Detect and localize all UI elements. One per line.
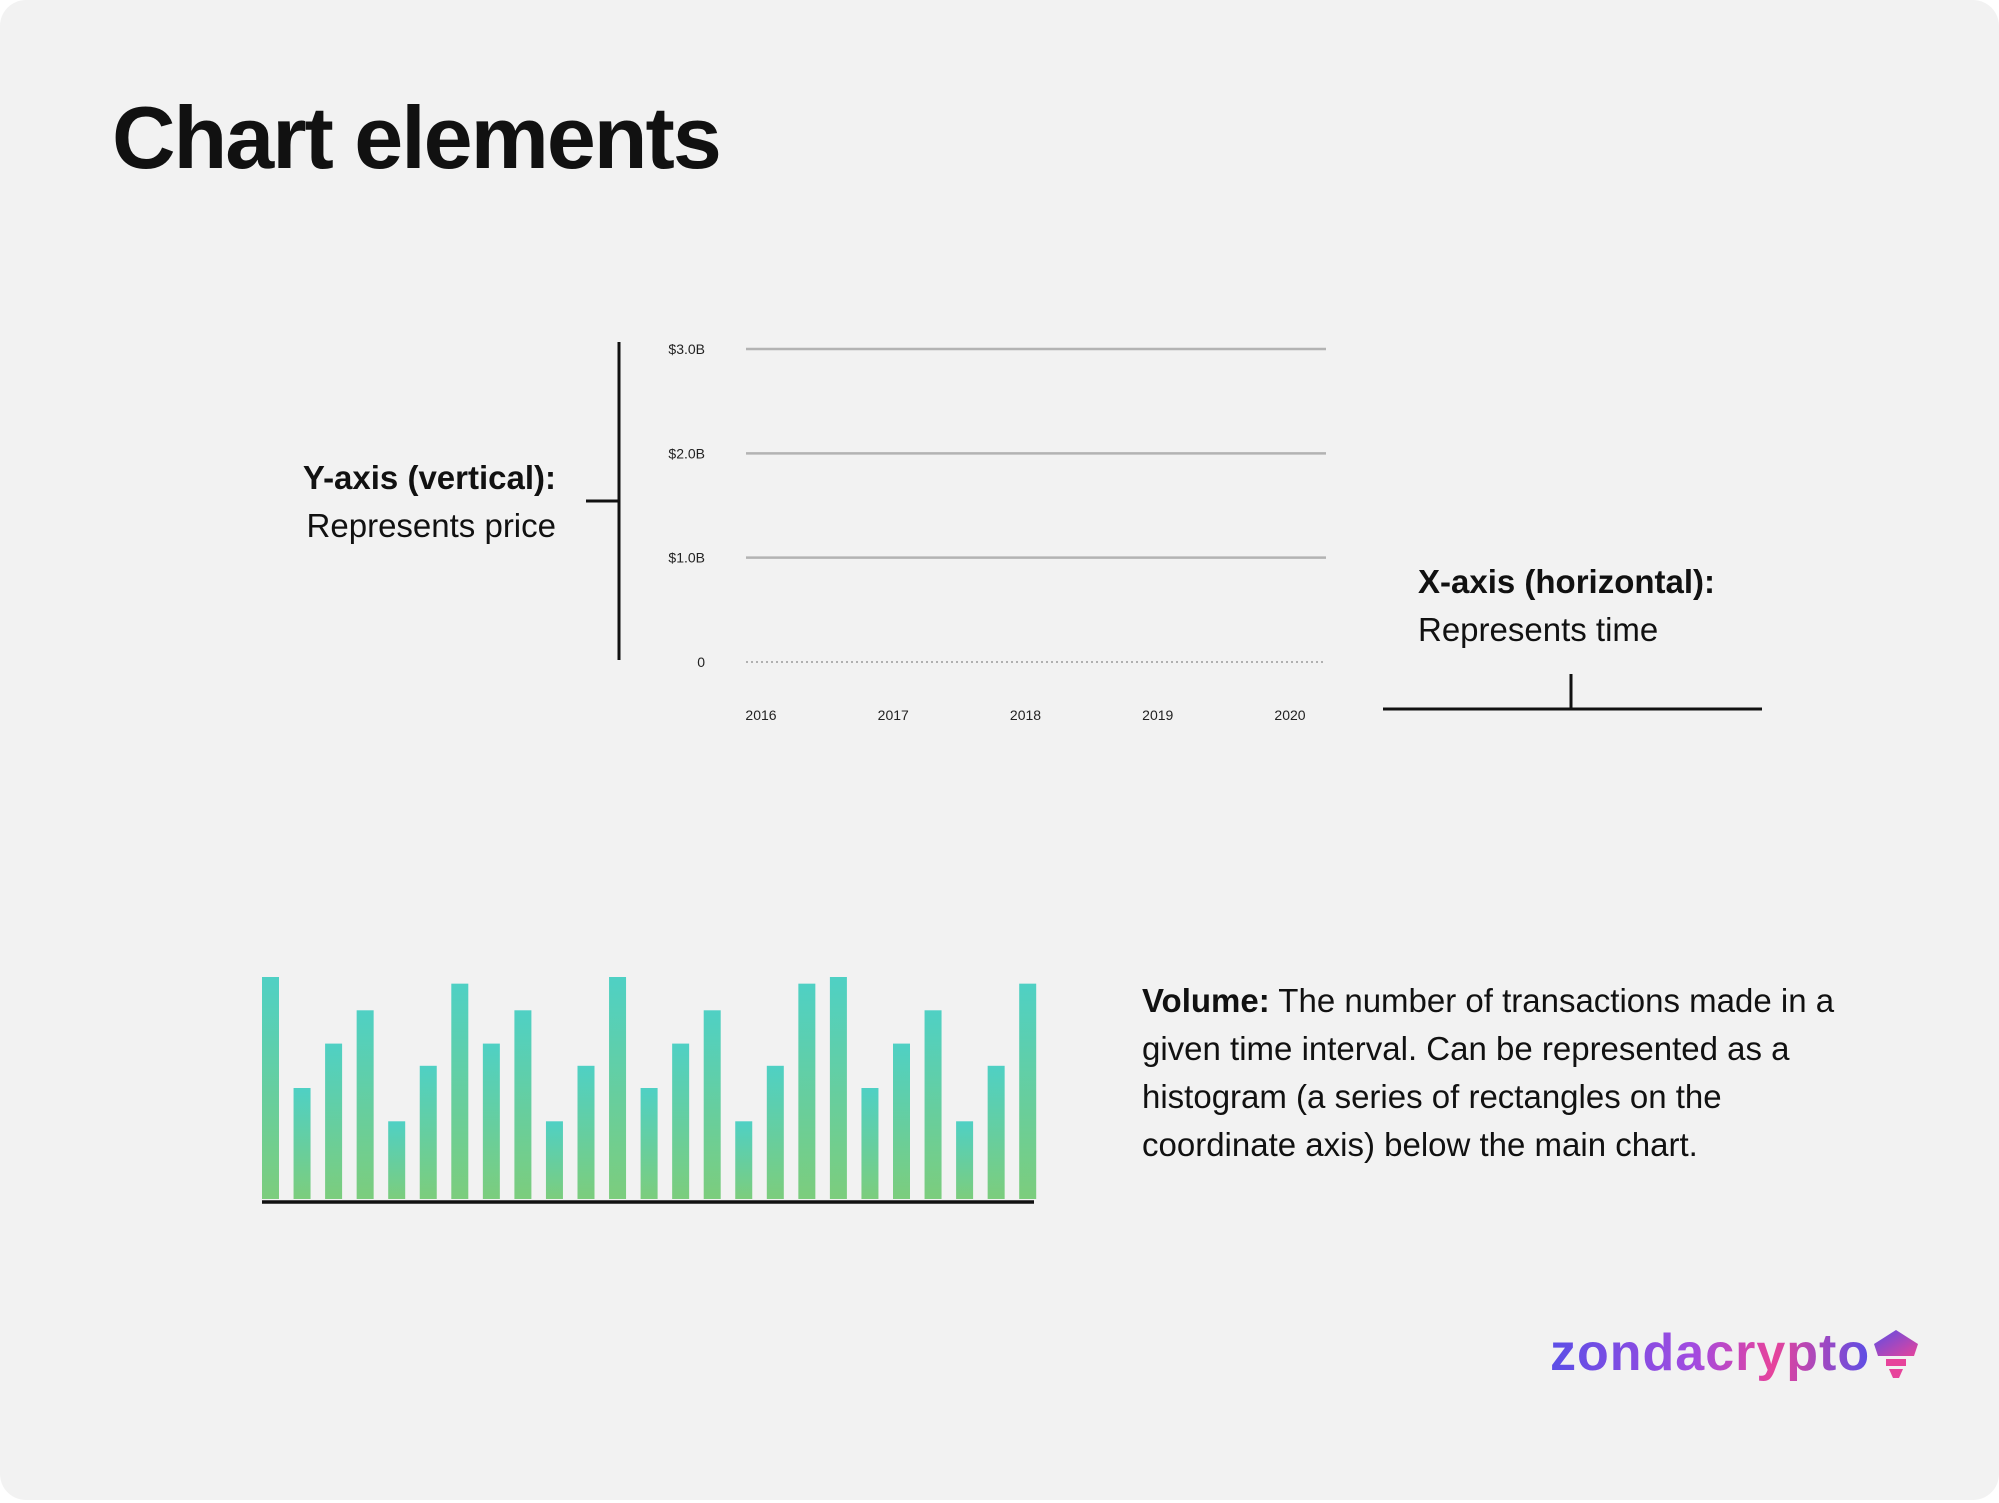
volume-bar	[798, 983, 816, 1199]
volume-bar	[262, 977, 279, 1199]
brand-logo-text: zondacrypto	[1550, 1324, 1871, 1382]
volume-bar	[577, 1065, 595, 1199]
y-tick-label: $3.0B	[668, 341, 705, 357]
volume-annotation: Volume: The number of transactions made …	[1142, 977, 1862, 1169]
volume-bar	[609, 977, 627, 1199]
volume-bar	[987, 1065, 1005, 1199]
volume-bars	[262, 977, 1037, 1199]
x-tick-labels: 2016 2017 2018 2019 2020	[745, 707, 1305, 723]
y-tick-label: $2.0B	[668, 445, 705, 461]
y-tick-label: $1.0B	[668, 550, 705, 566]
volume-bar	[735, 1121, 753, 1199]
x-tick-label: 2018	[1010, 707, 1041, 723]
x-tick-label: 2017	[878, 707, 909, 723]
brand-logo: zondacrypto	[1550, 1318, 1870, 1388]
volume-bar	[829, 977, 847, 1199]
volume-bar	[703, 1010, 721, 1199]
x-tick-label: 2020	[1274, 707, 1305, 723]
page-title: Chart elements	[112, 88, 722, 187]
volume-bar	[356, 1010, 374, 1199]
volume-bar	[482, 1043, 500, 1199]
y-tick-labels: 0 $1.0B $2.0B $3.0B	[668, 341, 705, 670]
volume-heading: Volume:	[1142, 982, 1270, 1019]
volume-bar	[545, 1121, 563, 1199]
volume-bar	[293, 1088, 311, 1199]
volume-bar	[640, 1088, 658, 1199]
x-axis-annotation: X-axis (horizontal): Represents time	[1418, 558, 1715, 654]
x-axis-description: Represents time	[1418, 611, 1659, 648]
volume-bar	[956, 1121, 974, 1199]
volume-bar	[766, 1065, 784, 1199]
gridlines	[746, 347, 1326, 663]
volume-bar	[388, 1121, 406, 1199]
y-tick-label: 0	[697, 654, 705, 670]
y-axis-description: Represents price	[306, 507, 556, 544]
volume-bar	[325, 1043, 343, 1199]
y-axis-heading: Y-axis (vertical):	[302, 459, 556, 496]
volume-bar	[451, 983, 469, 1199]
x-tick-label: 2016	[745, 707, 776, 723]
volume-bar	[861, 1088, 879, 1199]
volume-bar	[672, 1043, 690, 1199]
volume-bar	[419, 1065, 437, 1199]
y-axis-annotation: Y-axis (vertical): Represents price	[303, 454, 556, 550]
volume-bar	[924, 1010, 942, 1199]
x-axis-heading: X-axis (horizontal):	[1418, 563, 1716, 600]
volume-bar	[514, 1010, 532, 1199]
volume-bar	[893, 1043, 910, 1199]
x-tick-label: 2019	[1142, 707, 1173, 723]
volume-bar	[1019, 983, 1037, 1199]
volume-description: The number of transactions made in a giv…	[1142, 982, 1835, 1163]
